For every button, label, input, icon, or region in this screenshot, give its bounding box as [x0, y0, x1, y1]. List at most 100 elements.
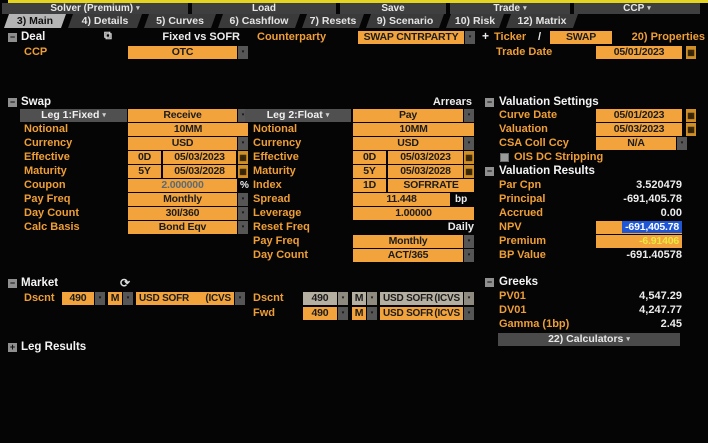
- fwd-curve-dropdown-icon[interactable]: ▾: [464, 307, 474, 320]
- leg1-effective-date-field[interactable]: 05/03/2023: [163, 151, 236, 164]
- csa-coll-ccy-field[interactable]: N/A: [596, 137, 676, 150]
- fwd-unit-field[interactable]: M: [352, 307, 366, 320]
- market-dscnt-tenor-dropdown-icon[interactable]: ▾: [95, 292, 105, 305]
- market-dscnt-curve-field[interactable]: USD SOFR (ICVS: [136, 292, 234, 305]
- market-dscnt-unit-field[interactable]: M: [108, 292, 122, 305]
- leg1-pay-freq-field[interactable]: Monthly: [128, 193, 237, 206]
- counterparty-field[interactable]: SWAP CNTRPARTY: [358, 31, 464, 44]
- leg2-pay-freq-dropdown-icon[interactable]: ▾: [464, 235, 474, 248]
- ccp-menu-button[interactable]: CCP ▾: [574, 3, 700, 14]
- trade-button[interactable]: Trade ▾: [450, 3, 570, 14]
- mid-dscnt-tenor-dropdown-icon[interactable]: ▾: [338, 292, 348, 305]
- counterparty-dropdown-icon[interactable]: ▾: [465, 31, 475, 44]
- leg1-direction-dropdown-icon[interactable]: ▾: [238, 109, 248, 122]
- tab-curves[interactable]: 5) Curves: [144, 14, 216, 28]
- calculators-button[interactable]: 22) Calculators ▾: [498, 333, 680, 346]
- leg2-currency-dropdown-icon[interactable]: ▾: [464, 137, 474, 150]
- fwd-unit-dropdown-icon[interactable]: ▾: [367, 307, 377, 320]
- collapse-market-icon[interactable]: −: [8, 278, 17, 288]
- solver-button[interactable]: Solver (Premium) ▾: [2, 3, 188, 14]
- leg2-effective-tenor-field[interactable]: 0D: [353, 151, 386, 164]
- mid-dscnt-curve-dropdown-icon[interactable]: ▾: [464, 292, 474, 305]
- market-dscnt-tenor-field[interactable]: 490: [62, 292, 94, 305]
- ois-checkbox[interactable]: [500, 153, 509, 162]
- leg2-day-count-dropdown-icon[interactable]: ▾: [464, 249, 474, 262]
- leg2-spread-field[interactable]: 11.448: [353, 193, 450, 206]
- leg2-day-count-field[interactable]: ACT/365: [353, 249, 463, 262]
- collapse-greeks-icon[interactable]: −: [485, 277, 494, 287]
- calendar-icon[interactable]: ▦: [238, 151, 248, 164]
- valuation-date-field[interactable]: 05/03/2023: [596, 123, 682, 136]
- leg2-notional-field[interactable]: 10MM: [353, 123, 474, 136]
- ccp-dropdown-icon[interactable]: ▾: [238, 46, 248, 59]
- collapse-swap-icon[interactable]: −: [8, 97, 17, 107]
- leg1-calc-basis-field[interactable]: Bond Eqv: [128, 221, 237, 234]
- mid-dscnt-tenor-field[interactable]: 490: [303, 292, 337, 305]
- tab-risk[interactable]: 10) Risk: [446, 14, 504, 28]
- collapse-valuation-results-icon[interactable]: −: [485, 166, 494, 176]
- expand-leg-results-icon[interactable]: +: [8, 342, 17, 352]
- leg1-maturity-date-field[interactable]: 05/03/2028: [163, 165, 236, 178]
- leg1-effective-tenor-field[interactable]: 0D: [128, 151, 161, 164]
- leg1-day-count-field[interactable]: 30I/360: [128, 207, 237, 220]
- fwd-tenor-field[interactable]: 490: [303, 307, 337, 320]
- csa-dropdown-icon[interactable]: ▾: [677, 137, 687, 150]
- save-button[interactable]: Save: [340, 3, 446, 14]
- load-button[interactable]: Load: [192, 3, 336, 14]
- fwd-curve-field[interactable]: USD SOFR (ICVS: [380, 307, 463, 320]
- leg1-notional-field[interactable]: 10MM: [128, 123, 248, 136]
- ccp-field[interactable]: OTC: [128, 46, 237, 59]
- calendar-icon[interactable]: ▦: [464, 151, 474, 164]
- leg2-currency-field[interactable]: USD: [353, 137, 463, 150]
- trade-date-field[interactable]: 05/01/2023: [596, 46, 682, 59]
- fwd-tenor-dropdown-icon[interactable]: ▾: [338, 307, 348, 320]
- leg1-header[interactable]: Leg 1:Fixed ▾: [20, 109, 127, 122]
- leg2-header[interactable]: Leg 2:Float ▾: [245, 109, 351, 122]
- leg1-pay-freq-dropdown-icon[interactable]: ▾: [238, 193, 248, 206]
- market-dscnt-curve-dropdown-icon[interactable]: ▾: [235, 292, 245, 305]
- leg2-effective-date-field[interactable]: 05/03/2023: [388, 151, 463, 164]
- ticker-field[interactable]: SWAP: [550, 31, 612, 44]
- leg1-maturity-tenor-field[interactable]: 5Y: [128, 165, 161, 178]
- leg2-direction-field[interactable]: Pay: [353, 109, 463, 122]
- market-dscnt-unit-dropdown-icon[interactable]: ▾: [123, 292, 133, 305]
- calendar-icon[interactable]: ▦: [238, 165, 248, 178]
- leg2-index-tenor-field[interactable]: 1D: [353, 179, 386, 192]
- calendar-icon[interactable]: ▦: [464, 165, 474, 178]
- mid-dscnt-unit-field[interactable]: M: [352, 292, 366, 305]
- copy-icon[interactable]: ⧉: [104, 30, 112, 42]
- leg1-currency-field[interactable]: USD: [128, 137, 237, 150]
- plus-icon[interactable]: +: [482, 29, 490, 43]
- tab-matrix[interactable]: 12) Matrix: [506, 14, 578, 28]
- tab-scenario[interactable]: 9) Scenario: [366, 14, 444, 28]
- leg1-day-count-dropdown-icon[interactable]: ▾: [238, 207, 248, 220]
- leg2-leverage-field[interactable]: 1.00000: [353, 207, 474, 220]
- calendar-icon[interactable]: ▦: [686, 109, 696, 122]
- tab-main[interactable]: 3) Main: [4, 14, 66, 28]
- leg2-maturity-tenor-field[interactable]: 5Y: [353, 165, 386, 178]
- tab-cashflow[interactable]: 6) Cashflow: [218, 14, 300, 28]
- leg2-direction-dropdown-icon[interactable]: ▾: [464, 109, 474, 122]
- mid-dscnt-curve-field[interactable]: USD SOFR (ICVS: [380, 292, 463, 305]
- valuation-settings-title: Valuation Settings: [499, 96, 599, 108]
- leg2-reset-freq-label: Reset Freq: [253, 221, 310, 233]
- tab-resets[interactable]: 7) Resets: [302, 14, 364, 28]
- leg2-pay-freq-field[interactable]: Monthly: [353, 235, 463, 248]
- premium-field[interactable]: -6.91406: [596, 235, 682, 248]
- leg2-maturity-date-field[interactable]: 05/03/2028: [388, 165, 463, 178]
- refresh-icon[interactable]: ⟳: [120, 276, 131, 290]
- collapse-valuation-settings-icon[interactable]: −: [485, 97, 494, 107]
- calendar-icon[interactable]: ▦: [686, 123, 696, 136]
- leg2-index-field[interactable]: SOFRRATE: [388, 179, 474, 192]
- leg1-coupon-field[interactable]: 2.000000: [128, 179, 237, 192]
- collapse-deal-icon[interactable]: −: [8, 32, 17, 42]
- leg1-currency-dropdown-icon[interactable]: ▾: [238, 137, 248, 150]
- calendar-icon[interactable]: ▦: [686, 46, 696, 59]
- npv-field[interactable]: -691,405.78: [596, 221, 682, 234]
- tab-details[interactable]: 4) Details: [68, 14, 142, 28]
- curve-date-field[interactable]: 05/01/2023: [596, 109, 682, 122]
- properties-button[interactable]: 20) Properties: [631, 31, 705, 43]
- mid-dscnt-unit-dropdown-icon[interactable]: ▾: [367, 292, 377, 305]
- leg1-calc-basis-dropdown-icon[interactable]: ▾: [238, 221, 248, 234]
- leg1-direction-field[interactable]: Receive: [128, 109, 237, 122]
